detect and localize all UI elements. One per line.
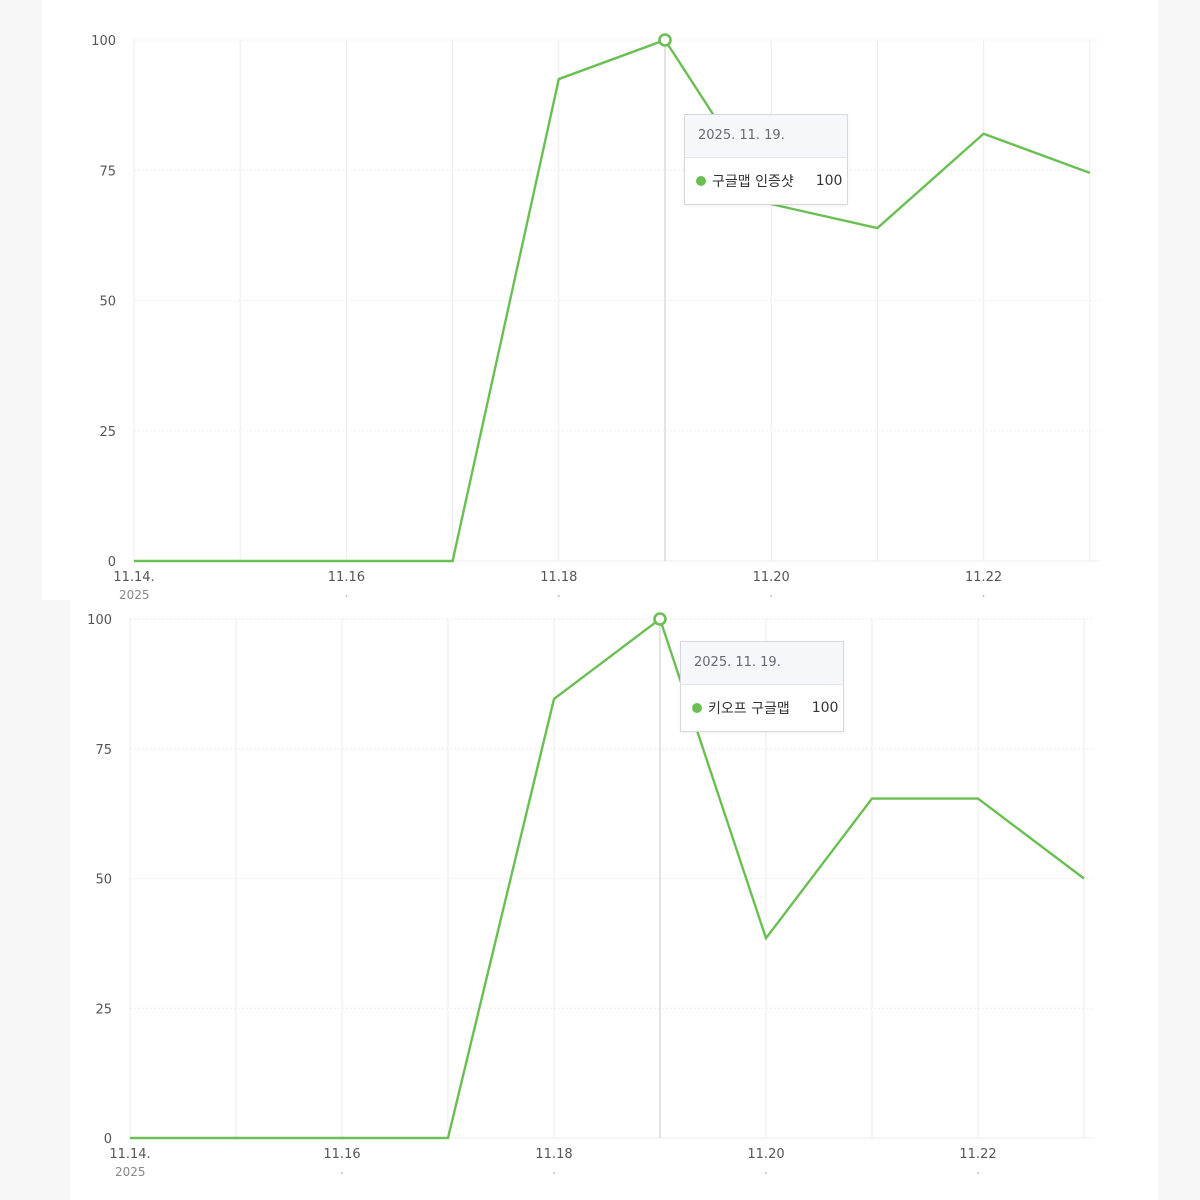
- x-tick-label: 11.22: [959, 1147, 996, 1162]
- tooltip-date: 2025. 11. 19.: [685, 115, 847, 158]
- y-tick-label: 50: [95, 873, 112, 888]
- chart-panel-google-map-proof: 0 25 50 75 100 11.14. 11.16 11.18 11.20 11.22 2025…: [42, 0, 1158, 600]
- y-tick-label: 75: [95, 743, 112, 758]
- chart-tooltip: 2025. 11. 19. 키오프 구글맵 100: [680, 641, 844, 732]
- series-line: [130, 617, 1085, 1140]
- x-tick-label: 11.16: [323, 1147, 360, 1162]
- tooltip-date: 2025. 11. 19.: [681, 642, 843, 685]
- y-tick-label: 25: [99, 425, 116, 440]
- chart-panel-kiof-google-map: 0 25 50 75 100 11.14. 11.16 11.18 11.20 11.22 2025…: [70, 600, 1158, 1200]
- y-tick-label: 50: [99, 295, 116, 310]
- hover-point-marker[interactable]: [658, 33, 672, 47]
- x-tick-label: 11.20: [753, 570, 790, 585]
- x-tick-label: 11.16: [328, 570, 365, 585]
- x-tick-dot: [341, 1172, 343, 1174]
- y-tick-label: 0: [104, 1132, 112, 1147]
- x-tick-label: 11.14.: [113, 570, 154, 585]
- series-dot-icon: [696, 176, 706, 186]
- chart-tooltip: 2025. 11. 19. 구글맵 인증샷 100: [684, 114, 848, 205]
- x-year-label: 2025: [115, 1165, 146, 1179]
- x-tick-label: 11.22: [965, 570, 1002, 585]
- y-tick-label: 100: [87, 613, 112, 628]
- x-tick-dot: [977, 1172, 979, 1174]
- x-tick-dot: [765, 1172, 767, 1174]
- tooltip-series-name: 키오프 구글맵: [708, 701, 790, 717]
- x-tick-dot: [982, 595, 985, 597]
- x-tick-dot: [770, 595, 772, 597]
- tooltip-row: 키오프 구글맵 100: [681, 685, 843, 731]
- hover-point-marker[interactable]: [653, 612, 667, 626]
- trend-chart-top: 0 25 50 75 100 11.14. 11.16 11.18 11.20 11.22 2025: [91, 33, 1100, 600]
- tooltip-series-name: 구글맵 인증샷: [712, 174, 794, 190]
- x-tick-label: 11.18: [540, 570, 577, 585]
- y-tick-label: 75: [99, 164, 116, 179]
- y-tick-label: 25: [95, 1002, 112, 1017]
- x-tick-label: 11.18: [535, 1147, 572, 1162]
- x-tick-dot: [558, 595, 560, 597]
- tooltip-value: 100: [811, 700, 839, 716]
- x-year-label: 2025: [119, 588, 150, 600]
- trend-chart-bottom: 0 25 50 75 100 11.14. 11.16 11.18 11.20 11.22 2025: [87, 612, 1094, 1179]
- x-tick-label: 11.14.: [109, 1147, 150, 1162]
- tooltip-value: 100: [815, 173, 843, 189]
- series-line: [134, 38, 1091, 563]
- x-tick-dot: [553, 1172, 555, 1174]
- x-tick-label: 11.20: [747, 1147, 784, 1162]
- x-tick-dot: [345, 595, 348, 597]
- tooltip-row: 구글맵 인증샷 100: [685, 158, 847, 204]
- y-tick-label: 0: [108, 555, 116, 570]
- series-dot-icon: [692, 703, 702, 713]
- y-tick-label: 100: [91, 34, 116, 49]
